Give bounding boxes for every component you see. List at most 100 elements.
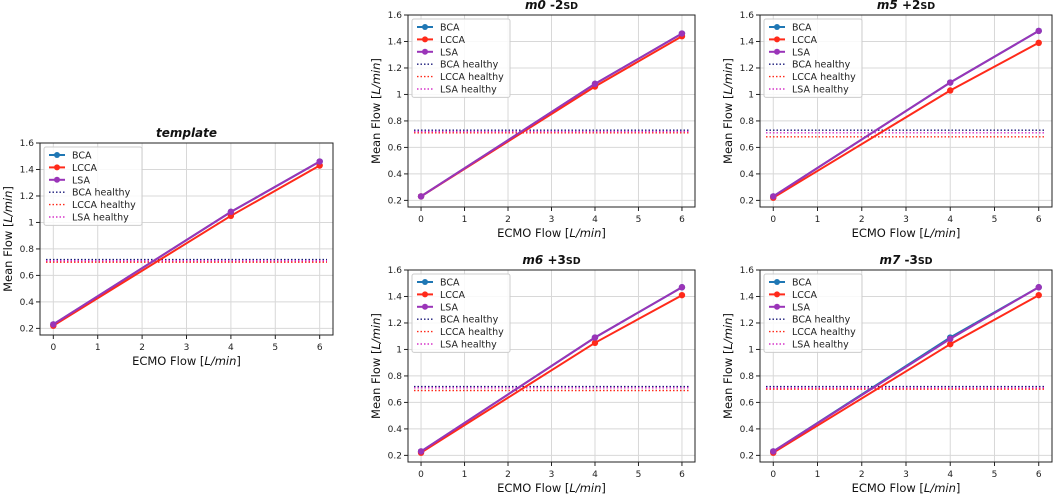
legend-marker (422, 291, 428, 298)
y-tick-label: 0.6 (388, 398, 403, 408)
x-tick-label: 0 (418, 215, 424, 225)
y-tick-label: 0.8 (740, 372, 755, 382)
chart-title: m0 -2SD (525, 0, 578, 12)
legend-label: BCA healthy (792, 60, 851, 71)
x-axis-label: ECMO Flow [L/min] (497, 481, 606, 494)
y-axis-label: Mean Flow [L/min] (721, 58, 735, 164)
legend-label: BCA (440, 23, 460, 34)
plot-frame (759, 14, 1053, 208)
data-point (947, 79, 954, 86)
legend-marker (774, 48, 780, 55)
legend-label: LSA (792, 47, 810, 58)
x-tick-label: 5 (636, 215, 642, 225)
data-point (1035, 284, 1042, 291)
y-axis-label: Mean Flow [L/min] (1, 186, 15, 292)
y-tick-label: 1.4 (740, 37, 755, 47)
legend-marker (422, 24, 428, 30)
x-tick-label: 3 (903, 470, 909, 480)
legend-label: LCCA healthy (72, 200, 136, 211)
y-tick-label: 1.2 (740, 64, 754, 74)
y-axis-label: Mean Flow [L/min] (721, 313, 735, 419)
y-tick-label: 0.2 (20, 324, 34, 334)
data-point (678, 291, 686, 299)
y-tick-label: 1.4 (388, 292, 403, 302)
y-tick-label: 0.8 (388, 117, 403, 127)
x-tick-label: 3 (903, 215, 909, 225)
plot-frame (759, 269, 1053, 463)
legend-label: BCA (72, 151, 92, 162)
x-tick-label: 0 (50, 343, 56, 353)
y-tick-label: 0.4 (740, 170, 755, 180)
legend-marker (422, 303, 428, 310)
data-point (678, 284, 686, 291)
chart-title: template (156, 126, 217, 140)
y-tick-label: 0.4 (388, 425, 403, 435)
x-tick-label: 6 (679, 470, 685, 480)
y-tick-label: 0.6 (20, 271, 35, 281)
x-tick-label: 2 (859, 215, 865, 225)
y-tick-label: 1.6 (20, 139, 35, 149)
legend-label: BCA (792, 23, 812, 34)
legend-marker (54, 164, 60, 171)
chart-title: m6 +3SD (522, 253, 580, 267)
data-point (947, 335, 954, 343)
x-tick-label: 1 (95, 343, 101, 353)
legend-label: LSA healthy (440, 85, 497, 96)
legend-label: LCCA healthy (792, 72, 856, 83)
x-tick-label: 6 (1036, 215, 1042, 225)
legend-label: LCCA healthy (440, 327, 504, 338)
x-tick-label: 4 (228, 343, 234, 353)
plot-frame (407, 269, 696, 463)
x-axis-label: ECMO Flow [L/min] (852, 481, 961, 494)
legend-box (411, 18, 511, 98)
x-tick-label: 5 (992, 470, 998, 480)
data-point (678, 30, 686, 37)
x-tick-label: 2 (859, 470, 865, 480)
x-tick-label: 3 (549, 470, 555, 480)
data-point (591, 80, 599, 88)
x-tick-label: 0 (770, 215, 776, 225)
x-tick-label: 0 (770, 470, 776, 480)
legend-label: LCCA (792, 290, 818, 301)
x-tick-label: 1 (462, 215, 468, 225)
data-point (417, 448, 425, 455)
plot-frame (407, 14, 696, 208)
x-tick-label: 4 (947, 215, 953, 225)
y-tick-label: 0.2 (740, 196, 754, 206)
y-tick-label: 1 (748, 90, 754, 100)
legend-marker (774, 279, 780, 285)
legend-label: LSA healthy (440, 340, 497, 351)
legend-label: LSA (440, 47, 458, 58)
data-point (1035, 291, 1042, 299)
data-point (316, 158, 323, 165)
x-tick-label: 1 (815, 215, 821, 225)
legend-label: LCCA healthy (440, 72, 504, 83)
x-tick-label: 3 (549, 215, 555, 225)
x-tick-label: 5 (272, 343, 278, 353)
y-tick-label: 1 (748, 345, 754, 355)
y-tick-label: 1 (396, 345, 402, 355)
data-point (417, 193, 425, 200)
y-axis-label: Mean Flow [L/min] (369, 313, 383, 419)
data-point (50, 321, 57, 328)
x-tick-label: 2 (139, 343, 145, 353)
y-tick-label: 1 (396, 90, 402, 100)
x-tick-label: 3 (184, 343, 190, 353)
chart-title: m5 +2SD (877, 0, 935, 12)
legend-label: LCCA (440, 290, 466, 301)
legend-label: LCCA (792, 35, 818, 46)
legend-marker (422, 48, 428, 55)
legend-marker (54, 152, 60, 158)
y-tick-label: 1.2 (20, 192, 34, 202)
legend-marker (774, 303, 780, 310)
x-tick-label: 6 (679, 215, 685, 225)
x-tick-label: 1 (815, 470, 821, 480)
legend-label: BCA (792, 278, 812, 289)
x-tick-label: 2 (505, 215, 511, 225)
y-tick-label: 0.4 (740, 425, 755, 435)
